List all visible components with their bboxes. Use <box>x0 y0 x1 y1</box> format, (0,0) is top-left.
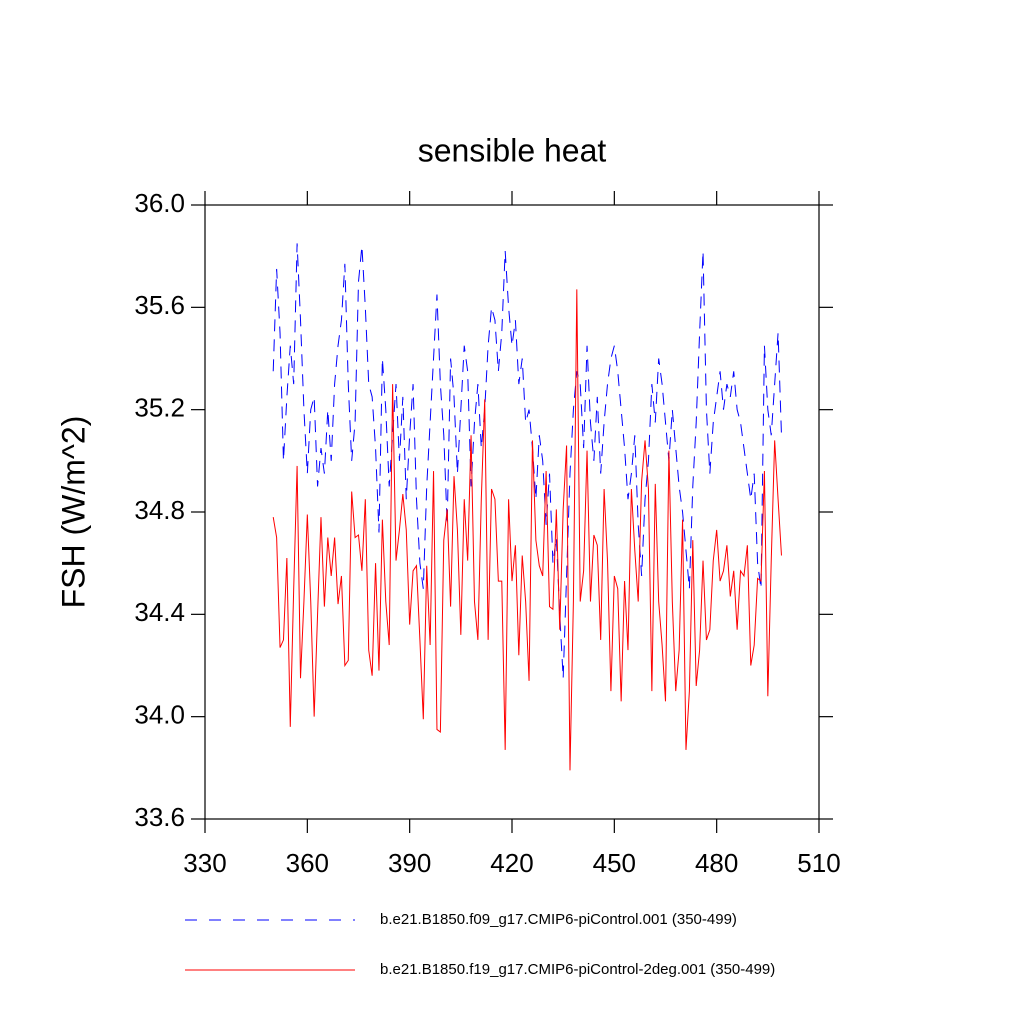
y-tick-label: 34.8 <box>134 495 185 525</box>
series-line <box>272 289 782 771</box>
x-tick-label: 510 <box>797 848 840 878</box>
plot-frame <box>204 204 820 820</box>
series-line <box>272 243 782 679</box>
legend-label: b.e21.B1850.f09_g17.CMIP6-piControl.001 … <box>380 911 737 928</box>
chart-title: sensible heat <box>418 132 607 168</box>
y-tick-label: 34.0 <box>134 700 185 730</box>
x-tick-label: 450 <box>593 848 636 878</box>
y-tick-label: 35.2 <box>134 393 185 423</box>
x-tick-label: 420 <box>490 848 533 878</box>
y-axis-title: FSH (W/m^2) <box>55 416 91 609</box>
x-tick-label: 330 <box>183 848 226 878</box>
x-tick-label: 480 <box>695 848 738 878</box>
x-tick-label: 360 <box>286 848 329 878</box>
legend-label: b.e21.B1850.f19_g17.CMIP6-piControl-2deg… <box>380 961 775 978</box>
y-tick-label: 35.6 <box>134 290 185 320</box>
y-tick-label: 36.0 <box>134 188 185 218</box>
x-tick-label: 390 <box>388 848 431 878</box>
y-tick-label: 34.4 <box>134 597 185 627</box>
y-tick-label: 33.6 <box>134 802 185 832</box>
